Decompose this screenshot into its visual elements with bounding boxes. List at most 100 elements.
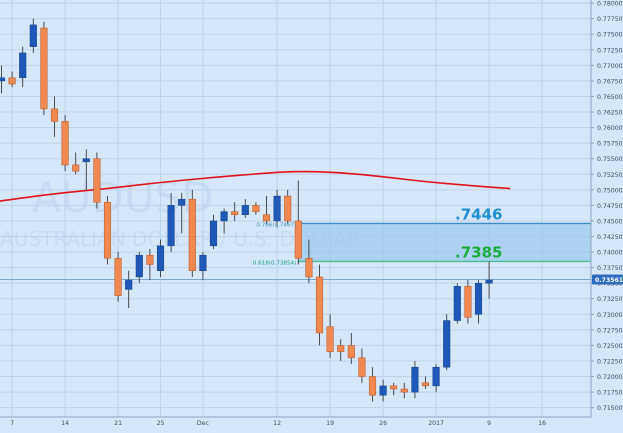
x-tick-label: Dec: [197, 420, 210, 427]
candle: [390, 382, 398, 396]
candle: [453, 283, 461, 324]
candle-body-down: [50, 108, 59, 122]
candle-body-down: [188, 198, 196, 271]
candle-body-up: [156, 245, 165, 271]
y-tick-label: 0.74500: [597, 218, 623, 225]
candle: [273, 189, 281, 228]
fib-label: 0.786(0.7467): [256, 222, 296, 228]
moving-average: [0, 170, 511, 202]
candle: [72, 152, 80, 175]
y-tick-label: 0.74250: [597, 234, 623, 241]
candle-body-up: [125, 279, 133, 290]
candle-body-up: [199, 254, 207, 271]
time-axis: 7 14 21 25 Dec 12 19 26 2017 9 16: [0, 416, 591, 427]
candle-body-down: [305, 258, 313, 278]
candle: [337, 339, 345, 361]
candle-body-up: [432, 366, 440, 387]
candle-body-down: [284, 195, 292, 222]
level-label-lower: .7385: [455, 243, 502, 261]
y-tick-label: 0.72000: [597, 374, 623, 381]
candle: [400, 382, 408, 399]
candle: [411, 360, 419, 399]
candle: [326, 314, 334, 358]
candle-body-down: [421, 382, 430, 387]
x-tick-label: 16: [538, 420, 546, 427]
candle-body-down: [72, 164, 80, 172]
candle-body-down: [146, 254, 154, 265]
candle: [40, 21, 48, 116]
level-label-upper: .7446: [455, 205, 502, 223]
y-tick-label: 0.77750: [597, 16, 623, 23]
y-tick-label: 0.75750: [597, 141, 623, 148]
candle-body-up: [411, 366, 419, 393]
candle-body-down: [400, 388, 408, 393]
candle-body-up: [0, 77, 6, 82]
zone-fill: [298, 223, 591, 262]
candle-body-up: [19, 52, 27, 79]
candle-body-down: [114, 258, 122, 296]
candle-body-down: [103, 202, 112, 259]
candle: [358, 348, 366, 383]
moving-average-line: [0, 170, 511, 202]
candle-body-down: [358, 357, 366, 377]
candle-body-up: [167, 205, 175, 247]
candle-body-down: [262, 214, 271, 222]
candle: [61, 115, 69, 172]
y-tick-label: 0.75250: [597, 172, 623, 179]
candle: [379, 379, 387, 402]
candle-body-down: [315, 276, 324, 334]
resistance-zone: [298, 222, 591, 263]
candle-body-up: [453, 286, 461, 321]
level-labels: .7446 .7385 0.786(0.7467) 0.618(0.73854): [253, 205, 503, 266]
candle-body-down: [464, 286, 472, 318]
y-tick-label: 0.76750: [597, 78, 623, 85]
candle: [474, 280, 483, 324]
candle: [19, 46, 27, 88]
last-price-tag: [592, 274, 623, 285]
candle: [114, 252, 122, 302]
candle: [347, 332, 355, 365]
y-tick-label: 0.73750: [597, 265, 623, 272]
candle-body-up: [474, 282, 483, 315]
candle: [135, 252, 143, 284]
candle: [50, 96, 59, 137]
y-tick-label: 0.74750: [597, 203, 623, 210]
candle-body-down: [294, 220, 302, 259]
x-tick-label: 7: [10, 420, 14, 427]
candle: [231, 202, 239, 221]
y-tick-label: 0.78000: [597, 1, 623, 8]
candle-body-down: [368, 376, 377, 396]
candle: [421, 376, 430, 389]
candle-body-up: [135, 254, 143, 278]
candle: [0, 65, 6, 94]
y-tick-label: 0.73250: [597, 296, 623, 303]
candle: [284, 189, 292, 225]
candle: [305, 239, 313, 284]
y-tick-label: 0.75500: [597, 156, 623, 163]
candle-body-down: [40, 27, 48, 110]
candle: [93, 152, 101, 209]
x-tick-label: 12: [273, 420, 281, 427]
y-tick-label: 0.77250: [597, 47, 623, 54]
y-tick-label: 0.74000: [597, 250, 623, 257]
candle-body-up: [273, 195, 281, 222]
candle-body-up: [241, 205, 249, 215]
candle-body-up: [443, 320, 451, 368]
price-axis: 0.71500 0.71750 0.72000 0.72250 0.72500 0.727…: [590, 0, 623, 417]
candle: [167, 192, 175, 253]
candle: [464, 280, 472, 324]
candle-body-down: [337, 345, 345, 352]
x-tick-label: 21: [114, 420, 122, 427]
candle: [485, 261, 493, 299]
x-tick-label: 9: [487, 420, 491, 427]
candle: [146, 248, 154, 281]
candle: [125, 270, 133, 309]
candle-body-up: [178, 198, 186, 206]
candle-body-up: [209, 220, 218, 247]
candle: [199, 252, 207, 281]
y-tick-label: 0.76250: [597, 110, 623, 117]
candle: [252, 202, 260, 215]
